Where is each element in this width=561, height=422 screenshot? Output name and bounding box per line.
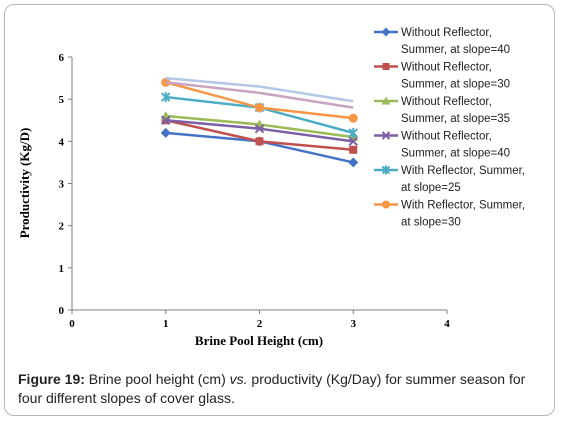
series-4 [161, 115, 358, 147]
legend-item: Without Reflector, Summer, at slope=35 [374, 96, 510, 125]
x-tick-label: 3 [351, 318, 357, 330]
line-chart: 0 1 2 3 4 5 6 0 1 2 3 4 Without Reflector, Summer, … [17, 27, 525, 348]
y-axis-label: Productivity (Kg/D) [17, 128, 32, 239]
y-tick-label: 1 [59, 263, 65, 275]
x-tick-label: 2 [257, 318, 263, 330]
legend-label: Without Reflector, [401, 131, 492, 143]
legend-label: Summer, at slope=40 [401, 44, 510, 56]
legend-label: Without Reflector, [401, 62, 492, 74]
y-tick-label: 4 [59, 136, 65, 148]
series-8 [165, 76, 354, 103]
diamond-marker [160, 127, 171, 138]
x-marker-stroke [254, 123, 265, 134]
triangle-marker [381, 96, 391, 105]
x-tick-group: 0 1 2 3 4 [69, 310, 450, 330]
circle-marker [382, 200, 390, 209]
y-tick-group: 0 1 2 3 4 5 6 [59, 52, 72, 317]
series-line [165, 76, 354, 103]
y-tick-label: 2 [59, 221, 65, 233]
caption-vs: vs. [229, 371, 248, 387]
legend-label: Summer, at slope=40 [401, 148, 510, 160]
x-marker-stroke [381, 131, 391, 140]
legend-item: Without Reflector, Summer, at slope=40 [374, 131, 510, 160]
caption-text-part1: Brine pool height (cm) [84, 371, 230, 387]
series-line [165, 81, 354, 109]
legend-label: at slope=30 [401, 217, 461, 229]
caption-label: Figure 19: [18, 371, 85, 387]
legend-label: Summer, at slope=30 [401, 79, 510, 91]
y-tick-label: 0 [59, 305, 65, 317]
figure-frame [4, 4, 555, 416]
series-7 [165, 81, 354, 109]
legend-item: Without Reflector, Summer, at slope=30 [374, 62, 510, 91]
legend-label: With Reflector, Summer, [401, 165, 525, 177]
caption-text-part2: productivity (Kg/Day) for summer season … [18, 371, 526, 406]
square-marker [255, 137, 264, 146]
x-marker-stroke [348, 136, 358, 147]
x-tick-label: 0 [69, 318, 75, 330]
legend-label: at slope=25 [401, 182, 461, 194]
chart-axes [71, 57, 447, 311]
y-tick-label: 5 [59, 94, 65, 106]
x-tick-label: 1 [163, 318, 169, 330]
circle-marker [348, 113, 358, 123]
legend-item: Without Reflector, Summer, at slope=40 [374, 27, 510, 56]
series-group [160, 76, 359, 168]
y-tick-label: 3 [59, 179, 65, 191]
x-axis-label: Brine Pool Height (cm) [195, 333, 323, 348]
diamond-marker [381, 27, 391, 37]
figure-caption: Figure 19: Brine pool height (cm) vs. pr… [18, 370, 548, 408]
legend-label: Without Reflector, [401, 96, 492, 108]
y-tick-label: 6 [59, 52, 65, 64]
legend-item: With Reflector, Summer, at slope=25 [374, 165, 525, 194]
legend-label: With Reflector, Summer, [401, 200, 525, 212]
legend-item: With Reflector, Summer, at slope=30 [374, 200, 525, 229]
square-marker [349, 145, 358, 154]
legend-label: Summer, at slope=35 [401, 113, 510, 125]
x-tick-label: 4 [444, 318, 450, 330]
circle-marker [255, 103, 264, 113]
legend-label: Without Reflector, [401, 27, 492, 39]
legend: Without Reflector,Summer, at slope=40Wit… [374, 27, 525, 229]
square-marker [382, 63, 390, 70]
x-marker-stroke [161, 115, 171, 125]
diamond-marker [348, 157, 359, 168]
